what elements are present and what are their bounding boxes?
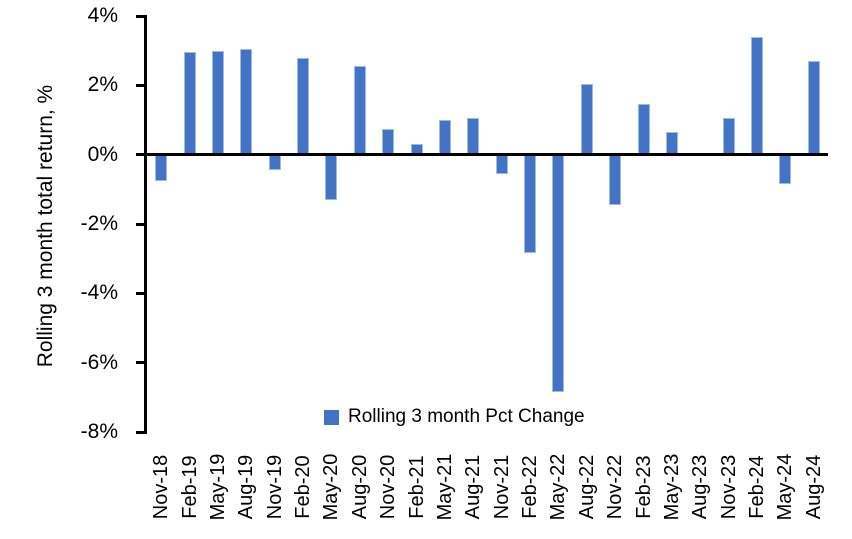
legend-swatch [324, 409, 339, 425]
bar-Feb-22 [524, 154, 537, 254]
legend: Rolling 3 month Pct Change [324, 406, 585, 428]
x-tick-label: Nov-21 [490, 454, 513, 520]
x-tick-label: Nov-23 [717, 454, 740, 520]
x-tick-label: May-20 [320, 453, 343, 521]
bar-Aug-21 [467, 118, 480, 155]
x-tick-label: Aug-22 [575, 454, 598, 520]
bar-Nov-21 [495, 154, 508, 174]
x-tick-label: Aug-19 [235, 454, 258, 520]
legend-label: Rolling 3 month Pct Change [348, 406, 585, 427]
y-tick-label: -2% [80, 212, 118, 235]
bar-Nov-19 [268, 154, 281, 171]
x-tick-label: Feb-21 [405, 455, 428, 519]
y-tick-mark [136, 153, 147, 157]
y-tick-label: -8% [80, 420, 118, 443]
x-tick-label: Nov-20 [377, 454, 400, 520]
x-tick-label: May-21 [433, 453, 456, 521]
x-tick-label: Aug-23 [689, 454, 712, 520]
x-tick-label: May-19 [206, 453, 229, 521]
bar-Feb-24 [751, 36, 764, 155]
bar-May-19 [211, 50, 224, 155]
bar-Feb-19 [183, 52, 196, 155]
bar-Aug-19 [240, 48, 253, 155]
y-tick-mark [136, 14, 147, 18]
bar-Aug-20 [353, 66, 366, 155]
x-tick-label: Aug-24 [802, 454, 825, 520]
x-tick-label: Feb-23 [632, 455, 655, 519]
x-tick-label: Aug-21 [462, 454, 485, 520]
y-axis-line [144, 15, 147, 434]
bar-May-21 [438, 120, 451, 155]
x-tick-label: May-22 [547, 453, 570, 521]
bar-Nov-23 [722, 118, 735, 155]
y-tick-mark [136, 222, 147, 226]
x-tick-label: Nov-22 [604, 454, 627, 520]
bar-May-24 [779, 154, 792, 185]
y-axis-title: Rolling 3 month total return, % [34, 84, 57, 368]
y-tick-mark [136, 430, 147, 434]
bar-May-20 [325, 154, 338, 200]
bar-Nov-18 [155, 154, 168, 181]
x-tick-label: Nov-19 [263, 454, 286, 520]
bar-Feb-23 [637, 104, 650, 155]
bar-Nov-20 [382, 128, 395, 155]
y-tick-label: -4% [80, 281, 118, 305]
y-tick-mark [136, 361, 147, 365]
bar-Aug-24 [807, 61, 820, 155]
y-tick-label: 2% [87, 73, 118, 97]
bar-Nov-22 [609, 154, 622, 205]
bar-May-22 [552, 154, 565, 393]
x-tick-label: Feb-22 [519, 455, 542, 519]
x-tick-label: Feb-20 [292, 455, 315, 519]
x-tick-label: Feb-19 [178, 455, 201, 519]
x-tick-label: May-23 [660, 453, 683, 521]
x-tick-label: May-24 [774, 453, 797, 521]
y-tick-label: 0% [87, 142, 118, 166]
bar-Feb-20 [297, 57, 310, 155]
x-tick-label: Nov-18 [150, 454, 173, 520]
x-axis-zero-line [144, 153, 828, 156]
y-tick-mark [136, 83, 147, 87]
bar-Aug-22 [580, 83, 593, 155]
bar-May-23 [665, 132, 678, 155]
x-tick-label: Feb-24 [746, 455, 769, 519]
y-tick-label: -6% [80, 350, 118, 374]
y-tick-mark [136, 291, 147, 295]
x-tick-label: Aug-20 [348, 454, 371, 520]
y-tick-label: 4% [87, 4, 118, 27]
